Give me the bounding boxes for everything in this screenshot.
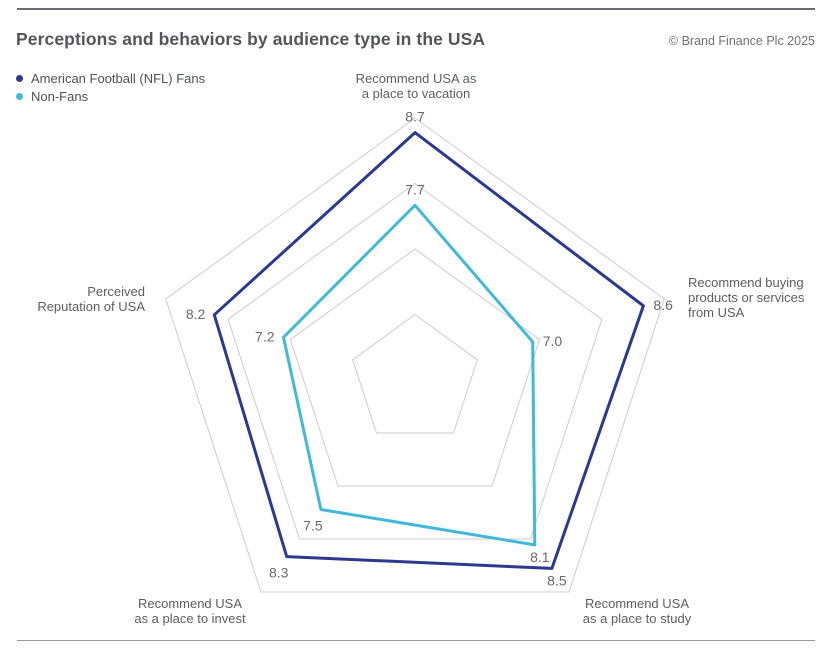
radar-series-polygon [282,203,537,547]
copyright-label: © Brand Finance Plc 2025 [668,34,815,48]
data-value-label: 7.5 [303,518,323,534]
data-value-label: 7.7 [405,181,425,197]
data-value-label: 7.0 [543,333,563,349]
radar-grid-ring [289,248,541,487]
legend-label: American Football (NFL) Fans [31,70,206,86]
legend-label: Non-Fans [31,88,89,104]
axis-label: Recommend USA as a place to study [583,596,692,626]
axis-label: Perceived Reputation of USA [37,284,145,314]
radar-series-polygon [212,131,645,570]
data-value-label: 8.2 [186,306,206,322]
data-value-label: 7.2 [255,328,275,344]
legend-item: Non-Fans [16,87,205,105]
data-value-label: 8.5 [547,572,567,588]
legend: American Football (NFL) Fans Non-Fans [16,69,205,105]
data-value-label: 8.7 [405,109,425,125]
data-value-label: 8.3 [269,565,289,581]
legend-swatch-icon [16,92,23,100]
chart-title: Perceptions and behaviors by audience ty… [16,29,486,49]
data-value-label: 8.1 [530,549,550,565]
bottom-divider [17,640,815,641]
axis-label: Recommend USA as a place to invest [134,596,246,626]
radar-grid-ring [165,117,665,593]
axis-label: Recommend USA as a place to vacation [356,71,477,101]
top-divider [17,8,815,10]
legend-item: American Football (NFL) Fans [16,69,205,87]
axis-label: Recommend buying products or services from… [688,275,805,320]
radar-grid-ring [352,313,478,434]
radar-grid-ring [227,182,603,540]
data-value-label: 8.6 [653,297,673,313]
legend-swatch-icon [16,74,23,82]
